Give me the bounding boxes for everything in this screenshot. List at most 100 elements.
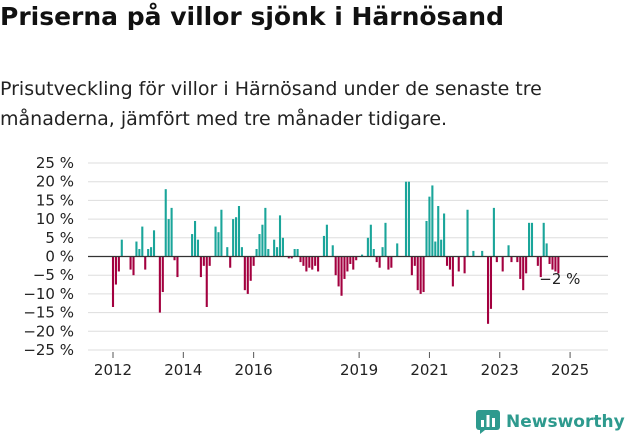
bar — [129, 256, 132, 270]
y-tick-label: 15 % — [36, 191, 74, 209]
bar — [220, 209, 223, 257]
bar — [308, 256, 311, 268]
bar — [507, 245, 510, 257]
bar — [516, 256, 519, 263]
bar — [202, 256, 205, 266]
x-tick-label: 2023 — [481, 361, 519, 379]
bar — [495, 256, 498, 263]
bar — [554, 256, 557, 272]
bar — [287, 256, 290, 259]
bar — [281, 237, 284, 257]
bar — [226, 247, 229, 257]
chart-title: Priserna på villor sjönk i Härnösand — [0, 2, 505, 31]
bar — [252, 256, 255, 266]
bar — [384, 222, 387, 257]
bar — [372, 249, 375, 257]
bar — [366, 237, 369, 257]
bar — [440, 239, 443, 257]
bar — [352, 256, 355, 270]
chart-subtitle: Prisutveckling för villor i Härnösand un… — [0, 78, 542, 130]
bar — [378, 256, 381, 268]
bar — [144, 256, 147, 270]
bar — [305, 256, 308, 272]
bar — [434, 241, 437, 257]
bar — [340, 256, 343, 296]
y-tick-label: 20 % — [36, 173, 74, 191]
bar — [375, 256, 378, 263]
bar — [176, 256, 179, 278]
bar-chart: 25 %20 %15 %10 %5 %0 %−5 %−10 %−15 %−20 … — [23, 154, 608, 379]
bar — [536, 256, 539, 266]
bar — [150, 247, 153, 257]
bar — [229, 256, 232, 268]
bar — [293, 249, 296, 257]
bar — [264, 207, 267, 257]
bar — [120, 239, 123, 257]
bar — [114, 256, 117, 285]
bar — [302, 256, 305, 266]
x-tick-label: 2012 — [94, 361, 132, 379]
bar — [276, 247, 279, 257]
bar — [299, 256, 302, 263]
bar — [413, 256, 416, 266]
bar — [167, 219, 170, 257]
bar — [199, 256, 202, 278]
bar — [381, 247, 384, 257]
bar — [404, 181, 408, 257]
bar — [451, 256, 454, 287]
bar — [457, 256, 460, 272]
bar — [290, 256, 293, 259]
bar — [557, 256, 560, 274]
bar — [443, 213, 446, 257]
bar — [132, 256, 135, 276]
bar — [196, 239, 200, 257]
x-tick-label: 2021 — [410, 361, 448, 379]
bar — [346, 256, 349, 272]
bar — [317, 256, 320, 272]
bar — [525, 256, 528, 274]
bar — [463, 256, 466, 274]
bar — [489, 256, 493, 309]
y-tick-label: −15 % — [23, 304, 74, 322]
y-tick-label: 25 % — [36, 154, 74, 172]
logo-text: Newsworthy — [506, 412, 625, 432]
bar — [445, 256, 449, 266]
x-tick-label: 2016 — [235, 361, 273, 379]
bar — [539, 256, 542, 278]
y-tick-label: 10 % — [36, 210, 74, 228]
bar — [273, 239, 276, 257]
bar — [237, 206, 241, 257]
bar — [337, 256, 340, 287]
bar — [255, 249, 258, 257]
bar — [542, 222, 545, 257]
bar — [390, 256, 393, 268]
bar — [519, 256, 522, 279]
latest-value-annotation: −2 % — [539, 270, 580, 288]
bar — [548, 256, 551, 264]
bar — [501, 256, 504, 272]
bar — [191, 234, 194, 257]
bar — [164, 189, 167, 257]
y-tick-label: 0 % — [45, 248, 74, 266]
x-tick-label: 2014 — [164, 361, 202, 379]
bar — [551, 256, 554, 270]
bar — [331, 245, 334, 257]
bar — [161, 256, 164, 293]
bar — [258, 234, 261, 257]
bar — [214, 226, 217, 257]
x-tick-label: 2025 — [551, 361, 589, 379]
bar — [322, 235, 326, 257]
bar — [466, 209, 469, 257]
bar — [314, 256, 317, 266]
bar — [428, 196, 431, 257]
bar — [481, 250, 484, 257]
bar — [173, 256, 176, 261]
bar — [410, 256, 413, 276]
y-tick-label: −10 % — [23, 285, 74, 303]
bar — [170, 207, 173, 257]
bar — [334, 256, 337, 276]
bar — [530, 222, 534, 257]
bar — [208, 256, 211, 266]
bar — [522, 256, 525, 291]
bar — [152, 230, 156, 257]
